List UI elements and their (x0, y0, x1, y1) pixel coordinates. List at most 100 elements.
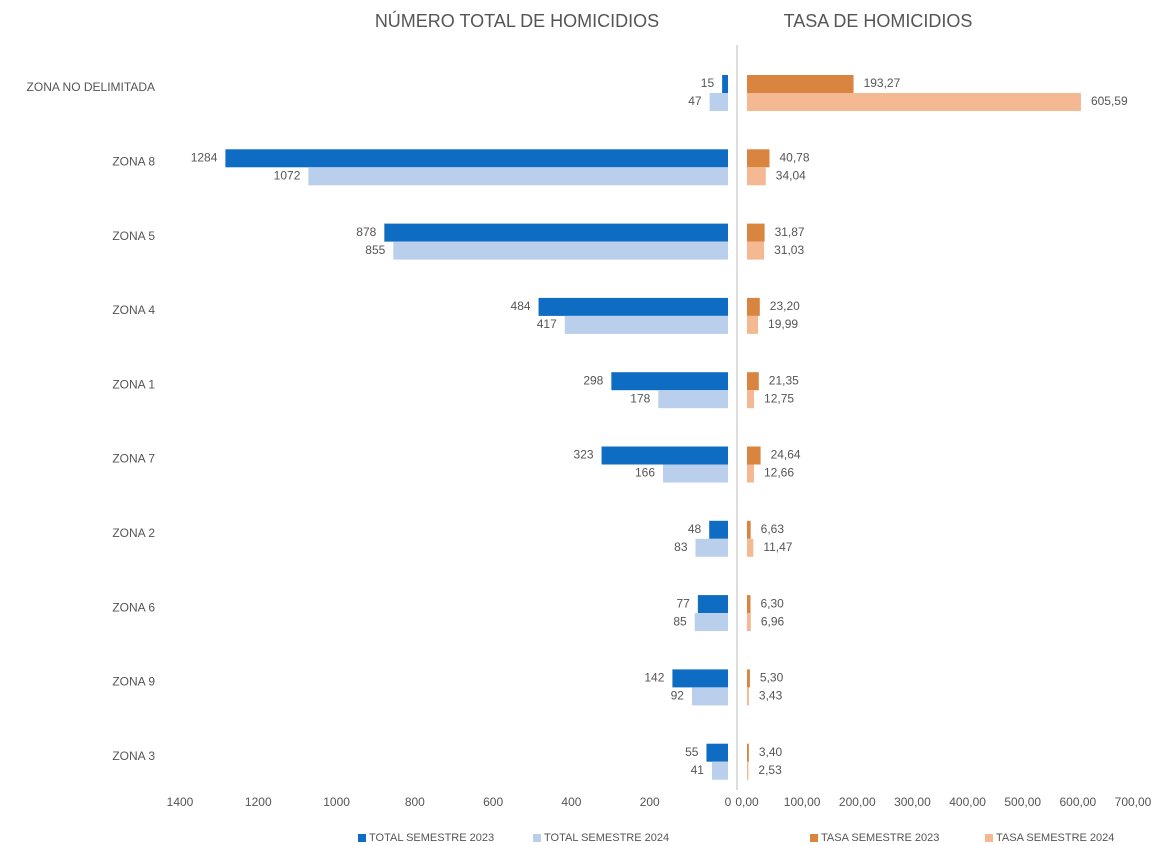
bar (691, 687, 728, 706)
value-label: 83 (674, 540, 688, 554)
value-label: 193,27 (864, 76, 901, 90)
bar (747, 520, 751, 539)
value-label: 3,43 (759, 689, 783, 703)
value-label: 23,20 (770, 299, 800, 313)
bar (694, 613, 728, 632)
bar (697, 595, 728, 614)
bar (709, 93, 728, 111)
value-label: 1072 (274, 168, 301, 182)
bar (225, 149, 729, 168)
bar (393, 241, 728, 260)
x-tick-label: 600 (483, 795, 503, 809)
value-label: 605,59 (1091, 94, 1128, 108)
legend-swatch (810, 834, 818, 842)
bar (747, 595, 751, 614)
bar (747, 538, 754, 557)
value-label: 15 (701, 76, 715, 90)
category-label: ZONA NO DELIMITADA (27, 80, 155, 94)
x-tick-label: 1400 (167, 795, 194, 809)
bar (722, 75, 728, 93)
bar (747, 464, 754, 483)
value-label: 47 (688, 94, 702, 108)
value-label: 34,04 (776, 168, 806, 182)
value-label: 6,30 (760, 596, 784, 610)
bar (658, 390, 728, 409)
bar (672, 669, 728, 688)
bar (538, 297, 728, 316)
category-label: ZONA 6 (112, 600, 155, 614)
bar (706, 743, 728, 762)
category-label: ZONA 7 (112, 452, 155, 466)
value-label: 11,47 (763, 540, 792, 554)
category-label: ZONA 4 (112, 303, 155, 317)
x-tick-label: 0,00 (735, 795, 759, 809)
category-label: ZONA 5 (112, 229, 155, 243)
bar (611, 372, 728, 391)
x-tick-label: 200,00 (839, 795, 876, 809)
chart-title: NÚMERO TOTAL DE HOMICIDIOS (375, 10, 659, 31)
bar (747, 241, 765, 260)
category-label: ZONA 2 (112, 526, 155, 540)
bar (747, 149, 770, 168)
bar (747, 223, 765, 242)
bar (747, 761, 749, 780)
value-label: 19,99 (768, 317, 798, 331)
category-label: ZONA 1 (112, 377, 155, 391)
x-tick-label: 200 (640, 795, 660, 809)
category-label: ZONA 8 (112, 154, 155, 168)
chart-title: TASA DE HOMICIDIOS (784, 11, 973, 31)
bar (747, 446, 761, 465)
bar (747, 613, 751, 632)
bar (709, 520, 728, 539)
value-label: 5,30 (760, 671, 784, 685)
value-label: 2,53 (758, 763, 782, 777)
value-label: 484 (511, 299, 531, 313)
x-tick-label: 100,00 (784, 795, 821, 809)
category-label: ZONA 9 (112, 675, 155, 689)
x-tick-label: 800 (405, 795, 425, 809)
bar (747, 93, 1081, 111)
value-label: 31,03 (774, 243, 804, 257)
bar (747, 669, 750, 688)
legend-label: TOTAL SEMESTRE 2024 (544, 832, 669, 844)
value-label: 142 (644, 671, 664, 685)
legend-swatch (985, 834, 993, 842)
value-label: 3,40 (759, 745, 783, 759)
value-label: 40,78 (779, 150, 809, 164)
bar (747, 687, 749, 706)
x-tick-label: 1200 (245, 795, 272, 809)
x-tick-label: 700,00 (1115, 795, 1152, 809)
value-label: 878 (356, 225, 376, 239)
value-label: 92 (671, 689, 685, 703)
bar (564, 315, 728, 334)
value-label: 41 (691, 763, 705, 777)
value-label: 21,35 (769, 373, 799, 387)
value-label: 178 (630, 391, 650, 405)
bar (308, 167, 728, 186)
x-tick-label: 400,00 (949, 795, 986, 809)
bar (747, 315, 759, 334)
value-label: 55 (685, 745, 699, 759)
x-tick-label: 300,00 (894, 795, 931, 809)
value-label: 6,63 (761, 522, 785, 536)
value-label: 855 (365, 243, 385, 257)
value-label: 417 (537, 317, 557, 331)
value-label: 166 (635, 466, 655, 480)
bar (711, 761, 728, 780)
x-tick-label: 0 (725, 795, 732, 809)
bar (747, 743, 749, 762)
x-tick-label: 400 (561, 795, 581, 809)
legend-label: TOTAL SEMESTRE 2023 (369, 832, 494, 844)
legend-label: TASA SEMESTRE 2024 (996, 832, 1114, 844)
value-label: 12,75 (764, 391, 794, 405)
bar (663, 464, 728, 483)
bar (747, 372, 759, 391)
legend-swatch (358, 834, 366, 842)
value-label: 48 (688, 522, 702, 536)
value-label: 85 (673, 614, 687, 628)
value-label: 323 (574, 448, 594, 462)
bar (384, 223, 728, 242)
legend-label: TASA SEMESTRE 2023 (821, 832, 939, 844)
bar (601, 446, 728, 465)
